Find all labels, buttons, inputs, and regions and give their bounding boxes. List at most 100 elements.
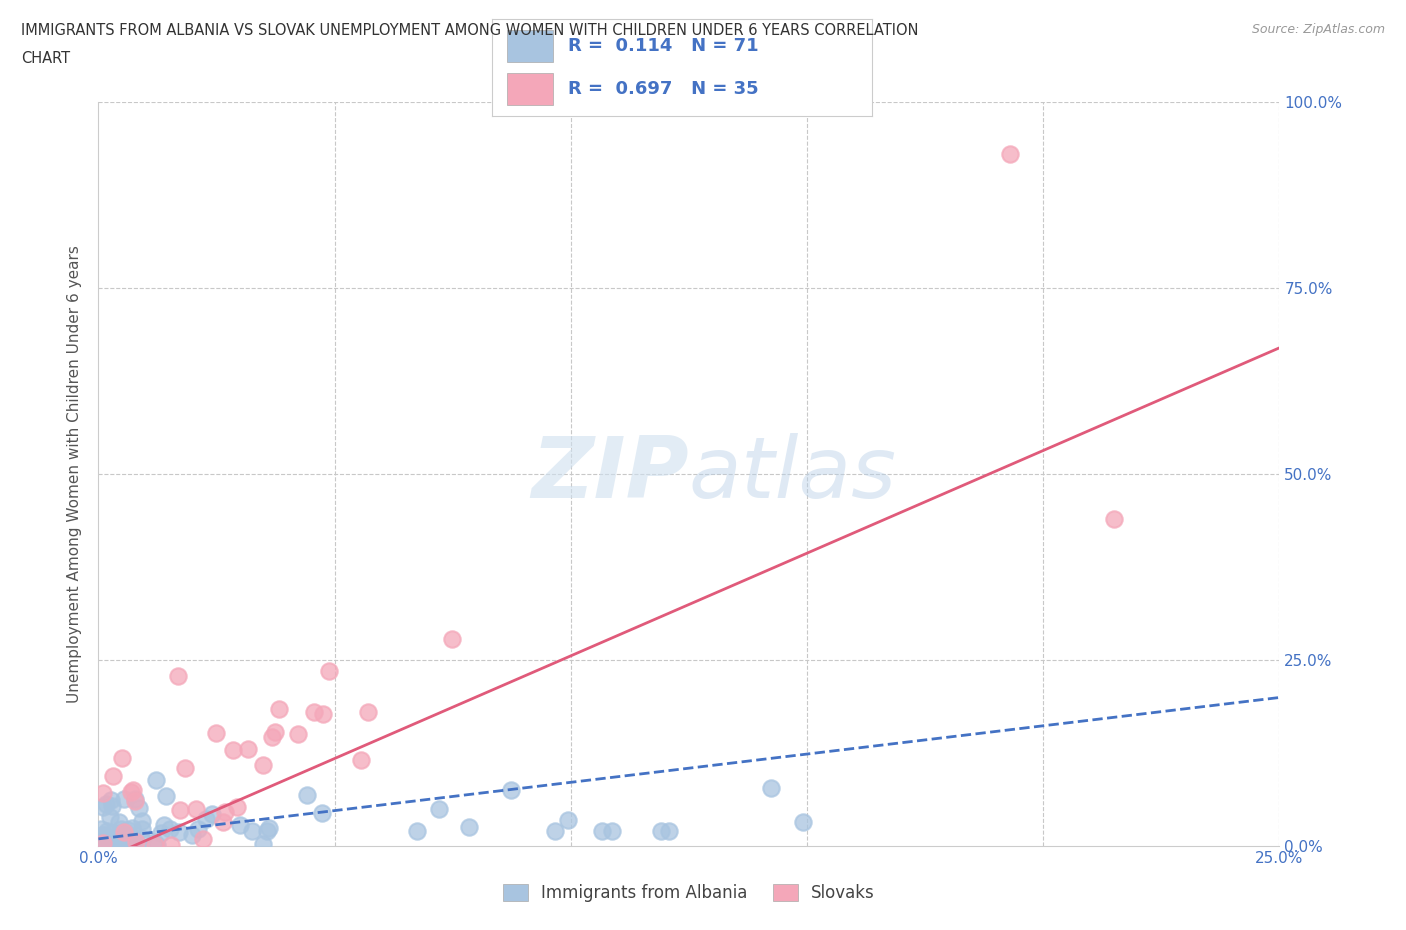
- Point: [117, 829, 139, 844]
- Point: [167, 669, 190, 684]
- Point: [96, 823, 118, 838]
- Point: [222, 743, 245, 758]
- Point: [131, 821, 153, 836]
- Point: [184, 802, 207, 817]
- Point: [226, 799, 249, 814]
- Text: ZIP: ZIP: [531, 432, 689, 516]
- Point: [90, 830, 112, 845]
- Point: [287, 726, 309, 741]
- Point: [104, 825, 127, 840]
- Point: [90, 835, 112, 850]
- Point: [94, 832, 117, 847]
- Point: [91, 835, 114, 850]
- Point: [101, 769, 124, 784]
- Point: [252, 836, 274, 851]
- Point: [108, 837, 131, 852]
- Point: [90, 837, 112, 852]
- Point: [160, 837, 183, 852]
- Point: [112, 824, 135, 839]
- Text: CHART: CHART: [21, 51, 70, 66]
- Point: [145, 773, 167, 788]
- Text: IMMIGRANTS FROM ALBANIA VS SLOVAK UNEMPLOYMENT AMONG WOMEN WITH CHILDREN UNDER 6: IMMIGRANTS FROM ALBANIA VS SLOVAK UNEMPL…: [21, 23, 918, 38]
- Point: [142, 835, 165, 850]
- Text: R =  0.114   N = 71: R = 0.114 N = 71: [568, 37, 759, 55]
- Point: [256, 824, 278, 839]
- Point: [406, 824, 429, 839]
- Point: [96, 796, 118, 811]
- Point: [114, 834, 136, 849]
- Point: [263, 724, 285, 739]
- Point: [267, 701, 290, 716]
- Point: [149, 826, 172, 841]
- Point: [122, 783, 145, 798]
- Point: [115, 826, 138, 841]
- Point: [759, 780, 782, 795]
- Point: [180, 828, 202, 843]
- Point: [91, 829, 114, 844]
- Point: [128, 800, 150, 815]
- Point: [257, 820, 280, 835]
- Point: [100, 836, 122, 851]
- Point: [98, 810, 121, 825]
- Point: [110, 822, 132, 837]
- Point: [121, 821, 143, 836]
- Point: [214, 804, 236, 819]
- Point: [159, 821, 181, 836]
- Point: [120, 785, 142, 800]
- Point: [792, 815, 814, 830]
- Point: [457, 820, 479, 835]
- Point: [427, 802, 450, 817]
- Point: [357, 705, 380, 720]
- Point: [111, 751, 134, 765]
- Point: [91, 785, 114, 800]
- Point: [193, 831, 215, 846]
- Point: [252, 758, 274, 773]
- Point: [97, 834, 120, 849]
- Point: [650, 824, 672, 839]
- Text: Source: ZipAtlas.com: Source: ZipAtlas.com: [1251, 23, 1385, 36]
- Point: [143, 837, 166, 852]
- Point: [90, 837, 112, 852]
- Point: [100, 792, 122, 807]
- Point: [94, 828, 117, 843]
- Point: [229, 817, 252, 832]
- Point: [124, 791, 146, 806]
- Point: [145, 837, 167, 852]
- Point: [112, 833, 135, 848]
- Point: [169, 803, 191, 817]
- Point: [201, 806, 224, 821]
- Point: [295, 788, 318, 803]
- Text: atlas: atlas: [689, 432, 897, 516]
- Point: [262, 729, 284, 744]
- Point: [312, 707, 335, 722]
- Point: [105, 837, 128, 852]
- Point: [152, 817, 174, 832]
- Point: [118, 837, 141, 852]
- Point: [499, 782, 522, 797]
- Point: [101, 798, 124, 813]
- Legend: Immigrants from Albania, Slovaks: Immigrants from Albania, Slovaks: [496, 877, 882, 909]
- Point: [658, 824, 681, 839]
- Point: [104, 829, 127, 844]
- Point: [90, 821, 112, 836]
- Point: [350, 752, 373, 767]
- Point: [602, 824, 624, 839]
- Point: [211, 815, 233, 830]
- Y-axis label: Unemployment Among Women with Children Under 6 years: Unemployment Among Women with Children U…: [67, 246, 83, 703]
- Text: R =  0.697   N = 35: R = 0.697 N = 35: [568, 80, 759, 98]
- FancyBboxPatch shape: [508, 73, 553, 104]
- Point: [125, 835, 148, 850]
- Point: [91, 800, 114, 815]
- Point: [1102, 512, 1125, 526]
- Point: [240, 824, 263, 839]
- Point: [544, 824, 567, 839]
- Point: [107, 831, 129, 846]
- Point: [117, 823, 139, 838]
- Point: [311, 805, 333, 820]
- Point: [111, 824, 134, 839]
- Point: [205, 726, 228, 741]
- Point: [173, 761, 195, 776]
- Point: [124, 793, 146, 808]
- Point: [440, 632, 463, 647]
- Point: [155, 789, 177, 804]
